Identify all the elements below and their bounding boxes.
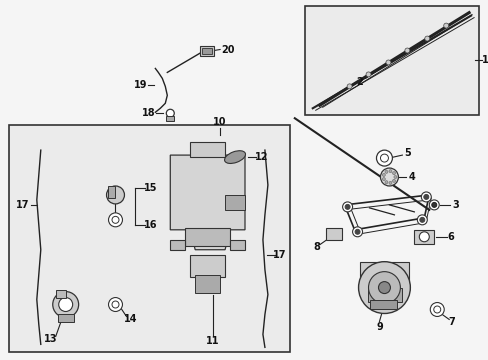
Circle shape <box>358 262 409 314</box>
Circle shape <box>106 186 124 204</box>
Text: 19: 19 <box>133 80 147 90</box>
Text: 1: 1 <box>481 55 488 66</box>
Bar <box>325 228 341 240</box>
Circle shape <box>166 109 174 117</box>
Bar <box>190 142 224 157</box>
Polygon shape <box>170 155 244 250</box>
Circle shape <box>431 202 436 207</box>
Text: 7: 7 <box>448 318 455 328</box>
Text: 14: 14 <box>123 314 137 324</box>
Text: 18: 18 <box>141 108 155 118</box>
Text: 20: 20 <box>221 45 234 54</box>
Bar <box>107 186 115 198</box>
Text: 10: 10 <box>213 117 226 127</box>
Circle shape <box>378 282 389 293</box>
Bar <box>224 195 244 210</box>
Circle shape <box>366 72 370 77</box>
Circle shape <box>382 174 385 176</box>
Circle shape <box>392 179 395 183</box>
Text: 15: 15 <box>143 183 157 193</box>
Circle shape <box>59 298 73 311</box>
Circle shape <box>433 306 440 313</box>
Text: 17: 17 <box>16 200 30 210</box>
Circle shape <box>376 150 392 166</box>
Text: 17: 17 <box>273 250 286 260</box>
Bar <box>369 300 397 310</box>
Text: 16: 16 <box>143 220 157 230</box>
Circle shape <box>112 216 119 223</box>
Circle shape <box>429 302 443 316</box>
Circle shape <box>392 172 395 175</box>
Circle shape <box>53 292 79 318</box>
Circle shape <box>419 232 428 242</box>
Text: 13: 13 <box>44 334 58 345</box>
Circle shape <box>393 176 396 179</box>
Bar <box>166 116 174 121</box>
Bar <box>170 240 185 250</box>
Circle shape <box>352 227 362 237</box>
Circle shape <box>368 272 400 303</box>
Ellipse shape <box>224 151 245 163</box>
Bar <box>195 275 220 293</box>
Circle shape <box>380 154 387 162</box>
Circle shape <box>342 202 352 212</box>
Bar <box>200 45 214 57</box>
Circle shape <box>428 200 438 210</box>
Bar <box>9 125 289 352</box>
Circle shape <box>345 204 349 210</box>
Circle shape <box>416 215 427 225</box>
Circle shape <box>423 194 428 199</box>
Circle shape <box>388 170 391 172</box>
Circle shape <box>424 36 429 41</box>
Text: 12: 12 <box>255 152 268 162</box>
Bar <box>190 255 224 276</box>
Bar <box>56 289 65 298</box>
Circle shape <box>443 23 448 28</box>
Bar <box>185 228 229 246</box>
Circle shape <box>346 84 351 89</box>
Bar <box>304 6 478 115</box>
Circle shape <box>108 213 122 227</box>
Text: 4: 4 <box>408 172 415 182</box>
Circle shape <box>388 181 391 184</box>
Circle shape <box>112 301 119 308</box>
Text: 5: 5 <box>403 148 410 158</box>
Text: 11: 11 <box>206 336 220 346</box>
Text: 2: 2 <box>355 77 362 87</box>
Circle shape <box>385 60 390 65</box>
Text: 9: 9 <box>375 323 382 332</box>
Bar <box>229 240 244 250</box>
Bar <box>202 48 212 54</box>
Circle shape <box>384 181 387 184</box>
Bar <box>413 230 433 244</box>
Circle shape <box>108 298 122 311</box>
Text: 6: 6 <box>447 232 454 242</box>
Circle shape <box>404 48 409 53</box>
Circle shape <box>421 192 430 202</box>
Circle shape <box>384 170 387 173</box>
Bar <box>359 262 408 289</box>
Text: 3: 3 <box>452 200 459 210</box>
Circle shape <box>419 217 424 222</box>
Circle shape <box>380 168 398 186</box>
Bar <box>58 315 74 323</box>
Circle shape <box>354 229 359 234</box>
Circle shape <box>382 177 385 181</box>
Bar <box>367 288 402 302</box>
Text: 8: 8 <box>313 242 320 252</box>
